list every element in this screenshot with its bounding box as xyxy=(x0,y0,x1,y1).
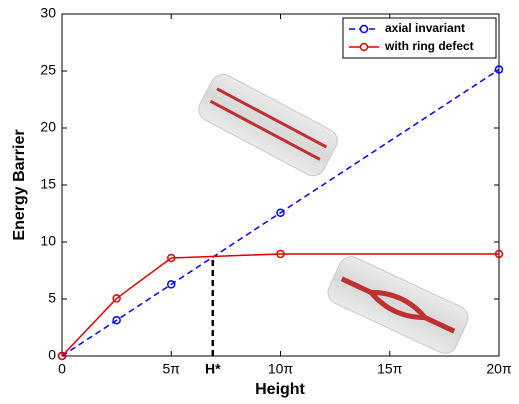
y-tick-label: 0 xyxy=(48,347,56,363)
legend-marker xyxy=(359,24,369,34)
x-tick-label: 15π xyxy=(377,361,403,377)
x-tick-label: 0 xyxy=(58,361,66,377)
x-tick-label: 10π xyxy=(268,361,294,377)
series-line xyxy=(61,68,500,357)
annotation: H* xyxy=(205,361,221,377)
series-line xyxy=(61,253,499,357)
data-point xyxy=(494,65,504,74)
y-tick-label: 30 xyxy=(40,5,56,21)
y-tick-label: 10 xyxy=(40,233,56,249)
data-point xyxy=(167,253,176,263)
y-axis-label: Energy Barrier xyxy=(11,129,28,240)
inset-top xyxy=(198,73,338,177)
legend-label: with ring defect xyxy=(384,39,474,53)
x-tick-label: 20π xyxy=(486,361,512,377)
data-point xyxy=(167,280,176,289)
data-point xyxy=(57,351,67,361)
legend-box xyxy=(342,17,497,59)
data-point xyxy=(112,294,121,303)
data-point xyxy=(112,315,121,325)
data-point xyxy=(276,249,285,259)
y-tick-label: 25 xyxy=(40,62,56,78)
x-tick-label: 5π xyxy=(163,361,181,377)
y-tick-label: 5 xyxy=(48,290,56,306)
legend-marker xyxy=(359,42,369,52)
data-point xyxy=(494,249,504,259)
data-point xyxy=(276,208,285,217)
y-tick-label: 15 xyxy=(40,176,56,192)
inset-bottom xyxy=(327,256,469,354)
y-tick-label: 20 xyxy=(40,119,56,135)
x-axis-label: Height xyxy=(255,381,305,398)
legend-label: axial invariant xyxy=(385,21,465,35)
